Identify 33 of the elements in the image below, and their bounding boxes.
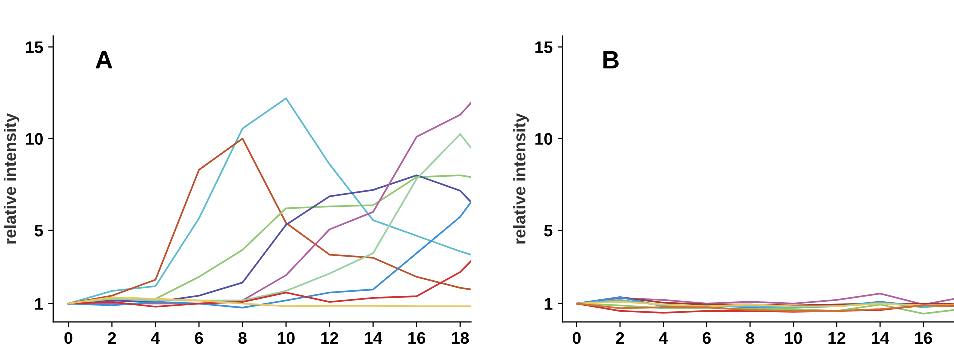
y-axis-title: relative intensity [4, 114, 20, 244]
x-tick-label: 10 [278, 332, 295, 344]
x-tick-label: 0 [64, 332, 73, 344]
x-tick-label: 6 [195, 332, 204, 344]
x-tick-label: 8 [746, 332, 754, 344]
x-tick-label: 12 [322, 332, 338, 344]
x-tick-label: 14 [872, 332, 890, 344]
x-tick-label: 0 [572, 332, 581, 344]
chart-title: A [96, 51, 113, 69]
y-tick-label: 1 [35, 298, 44, 310]
x-tick-label: 2 [108, 332, 116, 344]
y-tick-label: 1 [544, 298, 553, 310]
x-tick-label: 16 [915, 332, 932, 344]
x-tick-label: 2 [616, 332, 624, 344]
y-tick-label: 15 [536, 42, 553, 54]
x-tick-label: 8 [238, 332, 247, 344]
x-tick-label: 18 [452, 332, 470, 344]
x-tick-label: 12 [828, 332, 846, 344]
y-tick-label: 10 [536, 133, 552, 146]
line-series [68, 296, 472, 308]
x-tick-label: 16 [408, 332, 426, 344]
y-axis-title: relative intensity [514, 114, 530, 244]
y-tick-label: 5 [544, 225, 553, 237]
x-tick-label: 4 [151, 332, 160, 344]
y-tick-label: 10 [26, 133, 44, 146]
line-series [68, 201, 472, 309]
chart-title: B [604, 51, 619, 69]
y-tick-label: 5 [34, 225, 44, 237]
y-tick-label: 15 [26, 42, 44, 54]
x-tick-label: 4 [659, 332, 668, 344]
x-tick-label: 10 [785, 332, 802, 344]
x-tick-label: 14 [365, 332, 383, 344]
x-tick-label: 6 [702, 332, 711, 344]
